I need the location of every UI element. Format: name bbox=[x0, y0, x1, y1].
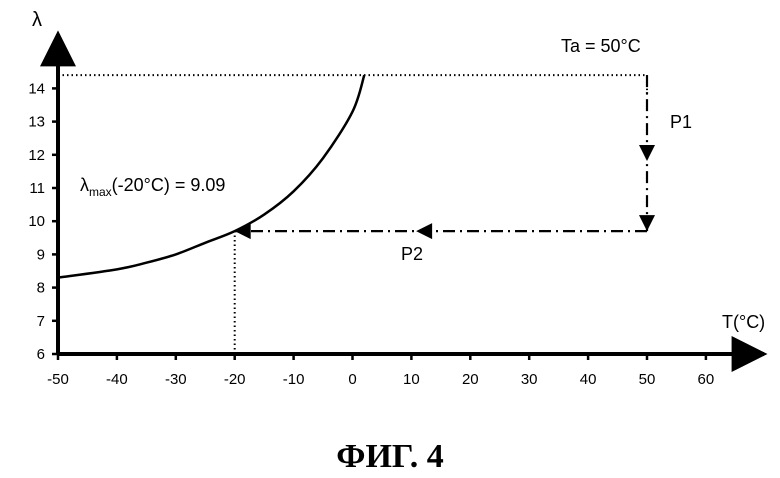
y-tick-label: 8 bbox=[37, 280, 45, 297]
x-tick-label: -30 bbox=[165, 371, 187, 388]
p2-end-arrow bbox=[235, 223, 251, 239]
x-tick-label: 0 bbox=[348, 371, 356, 388]
y-tick-label: 14 bbox=[28, 80, 45, 97]
x-tick-label: -40 bbox=[106, 371, 128, 388]
figure-caption: ФИГ. 4 bbox=[0, 438, 780, 476]
p2-mid-arrow bbox=[416, 223, 432, 239]
ta-annotation: Ta = 50°C bbox=[561, 36, 641, 56]
y-tick-label: 13 bbox=[28, 114, 45, 131]
y-tick-label: 12 bbox=[28, 147, 45, 164]
x-tick-label: 30 bbox=[521, 371, 538, 388]
y-axis-label: λ bbox=[32, 9, 42, 31]
chart-labels: λ T(°C) Ta = 50°C P1 P2 λmax(-20°C) = 9.… bbox=[32, 9, 765, 332]
x-tick-label: -50 bbox=[47, 371, 69, 388]
y-tick-label: 10 bbox=[28, 213, 45, 230]
lambda-max-annotation: λmax(-20°C) = 9.09 bbox=[80, 175, 225, 199]
x-tick-label: 50 bbox=[639, 371, 656, 388]
chart: -50 -40 -30 -20 -10 0 10 20 30 40 50 60 6 7 8 9 10 11 12 13… bbox=[0, 0, 780, 430]
x-tick-label: 40 bbox=[580, 371, 597, 388]
lambda-max-symbol: λ bbox=[80, 175, 89, 195]
x-tick-label: -20 bbox=[224, 371, 246, 388]
x-tick-label: 20 bbox=[462, 371, 479, 388]
y-tick-label: 7 bbox=[37, 313, 45, 330]
x-axis-label: T(°C) bbox=[722, 312, 765, 332]
lambda-max-value: (-20°C) = 9.09 bbox=[112, 175, 226, 195]
p1-end-arrow bbox=[639, 215, 655, 231]
y-tick-label: 6 bbox=[37, 346, 45, 363]
x-tick-label: 10 bbox=[403, 371, 420, 388]
y-tick-label: 9 bbox=[37, 246, 45, 263]
ticks: -50 -40 -30 -20 -10 0 10 20 30 40 50 60 6 7 8 9 10 11 12 13… bbox=[28, 80, 714, 388]
x-tick-label: 60 bbox=[698, 371, 715, 388]
p2-label: P2 bbox=[401, 244, 423, 264]
lambda-max-subscript: max bbox=[89, 185, 112, 199]
p1-label: P1 bbox=[670, 112, 692, 132]
y-tick-label: 11 bbox=[29, 180, 45, 197]
p1-mid-arrow bbox=[639, 145, 655, 161]
guide-lines bbox=[58, 75, 647, 354]
x-tick-label: -10 bbox=[283, 371, 305, 388]
